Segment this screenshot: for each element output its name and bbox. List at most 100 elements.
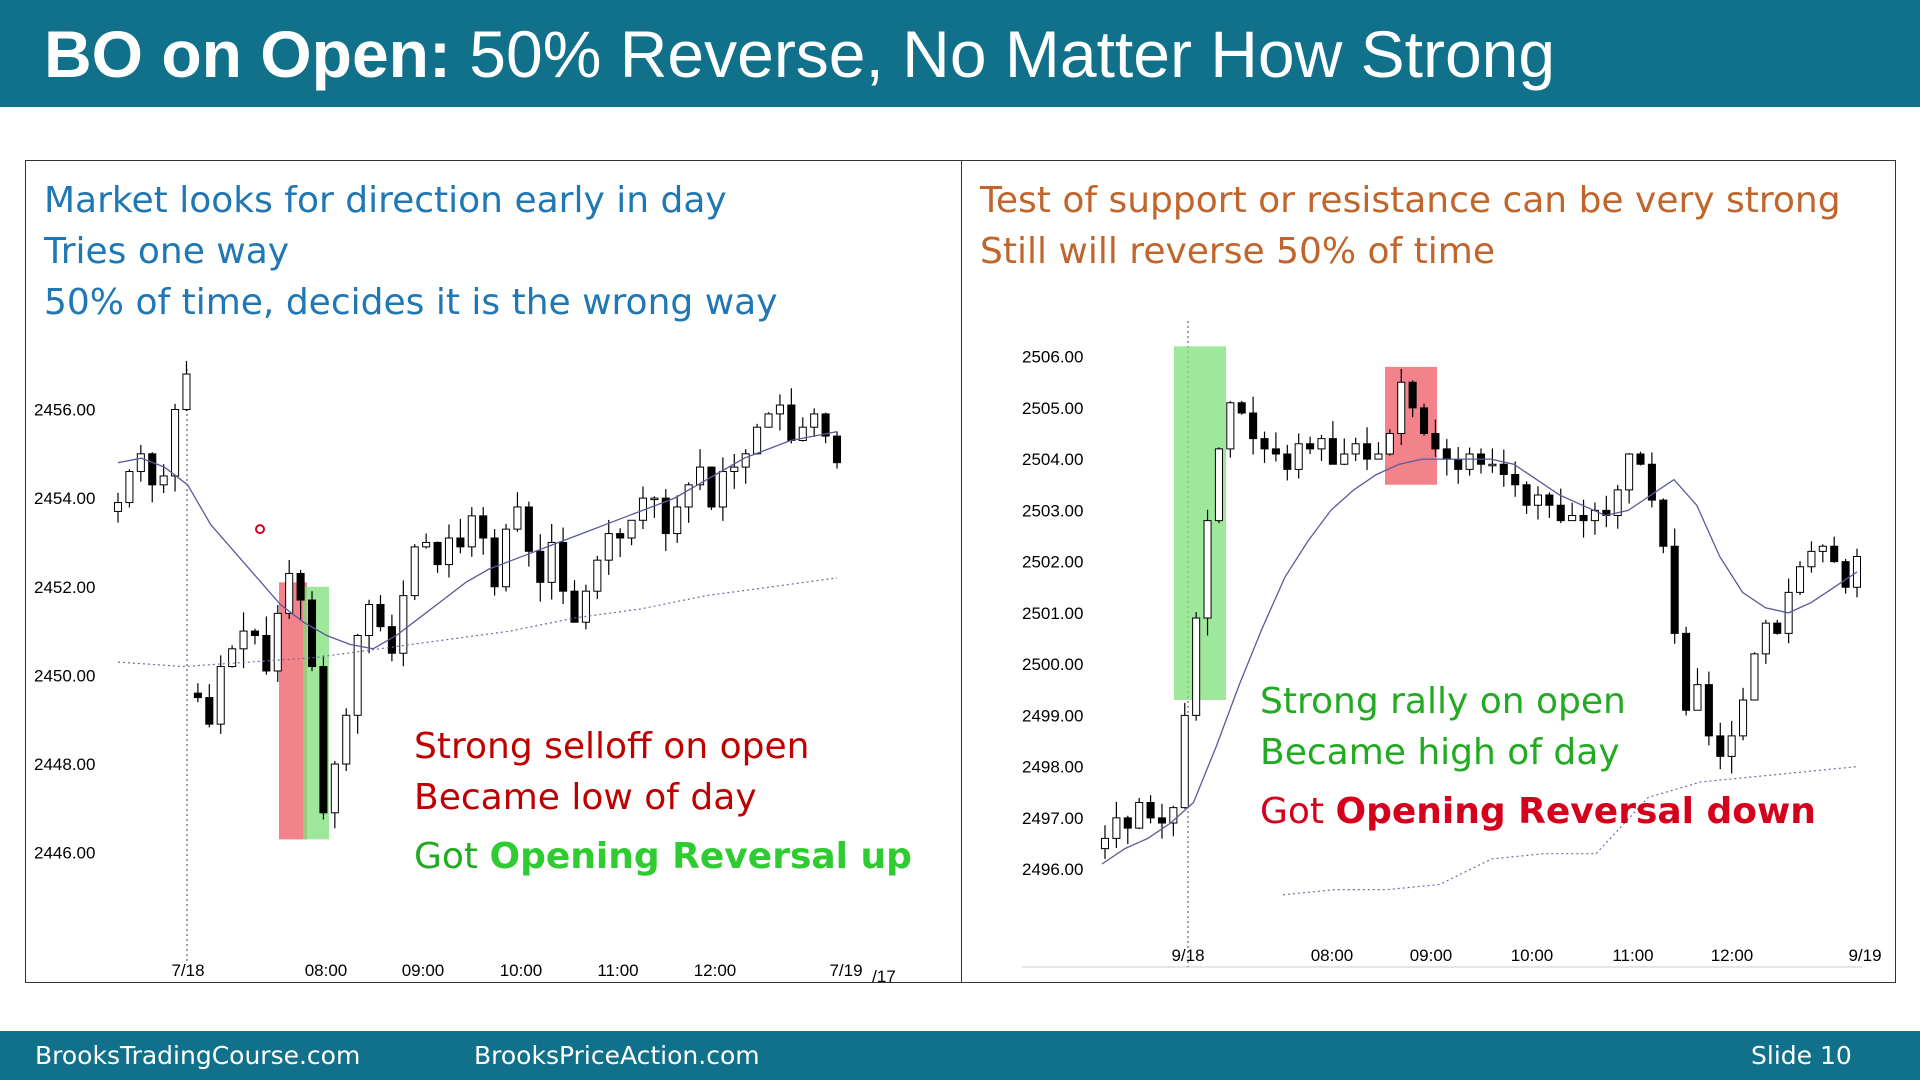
slide-title-bold: BO on Open:: [44, 17, 451, 91]
bear-candle: [832, 435, 842, 464]
footer-center-link[interactable]: BrooksPriceAction.com: [474, 1041, 760, 1070]
bull-candle: [684, 484, 693, 508]
bull-candle: [581, 590, 590, 623]
bear-candle: [1682, 632, 1691, 711]
bull-candle: [342, 714, 351, 765]
left-annotation-line1: Strong selloff on open: [414, 726, 810, 767]
bull-candle: [764, 413, 773, 428]
bull-candle: [1625, 453, 1634, 491]
bull-candle: [650, 497, 659, 501]
bear-candle: [707, 466, 716, 508]
bull-candle: [136, 453, 145, 473]
right-annotation-line1: Strong rally on open: [1260, 681, 1626, 722]
footer-left-link[interactable]: BrooksTradingCourse.com: [35, 1041, 361, 1070]
bear-candle: [1157, 817, 1167, 824]
bull-candle: [171, 408, 180, 477]
bull-candle: [285, 572, 294, 614]
y-tick-label: 2446.00: [34, 844, 95, 863]
y-tick-label: 2500.00: [1022, 655, 1083, 674]
bull-candle: [410, 546, 419, 597]
marker-dot-icon: [255, 524, 265, 535]
bull-candle: [1533, 494, 1543, 506]
bear-candle: [376, 603, 385, 628]
bear-candle: [490, 537, 499, 588]
bull-candle: [1180, 714, 1189, 809]
x-tick-label: 08:00: [305, 961, 348, 980]
bull-candle: [1214, 448, 1223, 522]
y-tick-label: 2454.00: [34, 489, 95, 508]
bear-candle: [1636, 453, 1645, 465]
y-tick-label: 2503.00: [1022, 501, 1083, 520]
x-tick-label: 10:00: [1511, 946, 1554, 965]
bull-candle: [1374, 453, 1383, 460]
right-chart-panel: Test of support or resistance can be ver…: [961, 160, 1896, 983]
bull-candle: [1192, 617, 1201, 716]
bull-candle: [1613, 489, 1622, 516]
bull-candle: [1203, 520, 1212, 619]
bear-candle: [1442, 448, 1451, 460]
y-tick-label: 2452.00: [34, 578, 95, 597]
slide-title-rest: 50% Reverse, No Matter How Strong: [450, 17, 1556, 91]
bull-candle: [513, 506, 522, 530]
right-candlestick-chart: 2496.00 2497.00 2498.00 2499.00 2500.00 2501.…: [1022, 321, 1882, 968]
title-bar: BO on Open: 50% Reverse, No Matter How S…: [0, 0, 1920, 107]
bull-candle: [467, 515, 476, 548]
bull-candle: [1100, 837, 1110, 850]
bear-candle: [1545, 494, 1554, 506]
slide-number: Slide 10: [1751, 1041, 1852, 1070]
bull-candle: [1727, 735, 1736, 757]
footer-bar: BrooksTradingCourse.com BrooksPriceActio…: [0, 1031, 1920, 1080]
bull-candle: [444, 537, 454, 566]
bull-candle: [730, 466, 739, 473]
y-tick-label: 2497.00: [1022, 809, 1083, 828]
bull-candle: [216, 666, 225, 725]
bull-candle: [673, 506, 682, 535]
left-note-line: 50% of time, decides it is the wrong way: [44, 282, 778, 323]
right-note-line: Still will reverse 50% of time: [980, 231, 1496, 272]
x-tick-label: 12:00: [694, 961, 737, 980]
y-tick-label: 2505.00: [1022, 399, 1083, 418]
y-tick-label: 2502.00: [1022, 553, 1083, 572]
bear-candle: [661, 497, 670, 535]
bear-candle: [616, 533, 625, 539]
bear-candle: [1659, 499, 1668, 547]
bull-candle: [627, 519, 636, 539]
bull-candle: [593, 559, 602, 592]
right-annotation-line3: Got Opening Reversal down: [1260, 786, 1816, 837]
bull-candle: [696, 466, 705, 486]
bear-candle: [1647, 463, 1656, 501]
bull-candle: [1761, 622, 1770, 655]
right-annotation-prefix: Got: [1260, 791, 1336, 832]
bull-candle: [1568, 515, 1577, 522]
bull-candle: [399, 595, 408, 654]
bull-candle: [159, 475, 168, 486]
bear-candle: [1408, 381, 1417, 409]
x-tick-label: 08:00: [1311, 946, 1354, 965]
prior-day-line: [1282, 766, 1858, 896]
bear-candle: [1704, 684, 1713, 737]
bear-candle: [1271, 448, 1280, 455]
bull-candle: [1852, 556, 1862, 588]
x-tick-label: 9/19: [1848, 946, 1881, 965]
bear-candle: [479, 515, 488, 539]
bear-candle: [524, 506, 533, 552]
bear-candle: [570, 590, 579, 623]
bear-candle: [821, 413, 830, 437]
bear-candle: [1363, 443, 1372, 460]
bear-candle: [1249, 412, 1258, 440]
bear-candle: [1146, 802, 1155, 819]
bear-candle: [262, 635, 271, 672]
bull-candle: [775, 404, 784, 415]
bull-candle: [273, 612, 282, 672]
bull-candle: [501, 528, 511, 588]
x-tick-label: 7/19: [829, 961, 862, 980]
bull-candle: [1739, 699, 1748, 737]
bull-candle: [798, 426, 807, 442]
bear-candle: [559, 541, 568, 592]
bull-candle: [1750, 653, 1759, 701]
bear-candle: [1283, 453, 1292, 470]
bear-candle: [250, 630, 259, 637]
moving-average-line: [1101, 458, 1858, 865]
bear-candle: [1454, 458, 1463, 470]
left-annotation-prefix: Got: [414, 836, 490, 877]
